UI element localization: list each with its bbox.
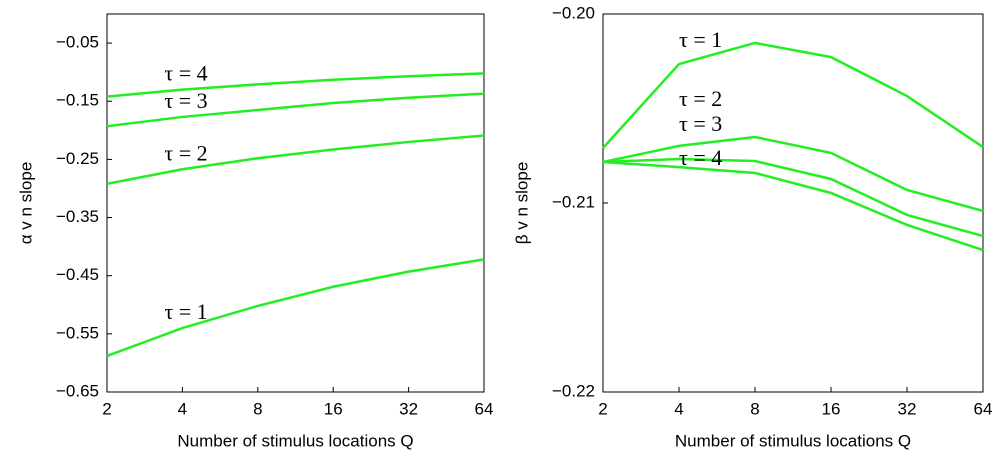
x-tick-label: 4 xyxy=(674,399,683,418)
line xyxy=(602,41,984,149)
line xyxy=(106,258,485,358)
line-label: τ = 4 xyxy=(679,145,722,170)
y-tick-label: −0.05 xyxy=(56,33,99,52)
line-label: τ = 3 xyxy=(679,111,722,136)
line-label: τ = 2 xyxy=(679,86,722,111)
y-tick-label: −0.15 xyxy=(56,91,99,110)
x-tick-label: 4 xyxy=(178,399,187,418)
y-axis-label: β v n slope xyxy=(512,162,531,245)
plot-frame xyxy=(106,13,485,393)
line-label: τ = 4 xyxy=(164,61,207,86)
y-tick-label: −0.21 xyxy=(552,192,595,211)
y-axis-label: α v n slope xyxy=(16,162,35,245)
x-tick-label: 32 xyxy=(898,399,917,418)
line xyxy=(106,92,485,128)
x-tick-label: 32 xyxy=(399,399,418,418)
line-label: τ = 1 xyxy=(679,27,722,52)
line-label: τ = 1 xyxy=(164,299,207,324)
x-axis-label: Number of stimulus locations Q xyxy=(177,431,413,450)
x-tick-label: 64 xyxy=(974,399,993,418)
line-label: τ = 3 xyxy=(164,88,207,113)
line xyxy=(602,135,984,213)
y-tick-label: −0.20 xyxy=(552,3,595,22)
x-tick-label: 2 xyxy=(598,399,607,418)
x-tick-label: 64 xyxy=(475,399,494,418)
y-tick-label: −0.22 xyxy=(552,381,595,400)
x-tick-label: 16 xyxy=(822,399,841,418)
x-tick-label: 8 xyxy=(253,399,262,418)
x-tick-label: 8 xyxy=(750,399,759,418)
y-tick-label: −0.45 xyxy=(56,265,99,284)
line-label: τ = 2 xyxy=(164,140,207,165)
line xyxy=(106,72,485,98)
y-tick-label: −0.55 xyxy=(56,323,99,342)
y-tick-label: −0.35 xyxy=(56,207,99,226)
x-axis-label: Number of stimulus locations Q xyxy=(675,431,911,450)
x-tick-label: 16 xyxy=(324,399,343,418)
y-tick-label: −0.25 xyxy=(56,149,99,168)
line xyxy=(106,134,485,186)
plot-frame xyxy=(602,13,984,393)
line xyxy=(602,157,984,238)
line xyxy=(602,160,984,252)
y-tick-label: −0.65 xyxy=(56,381,99,400)
x-tick-label: 2 xyxy=(102,399,111,418)
